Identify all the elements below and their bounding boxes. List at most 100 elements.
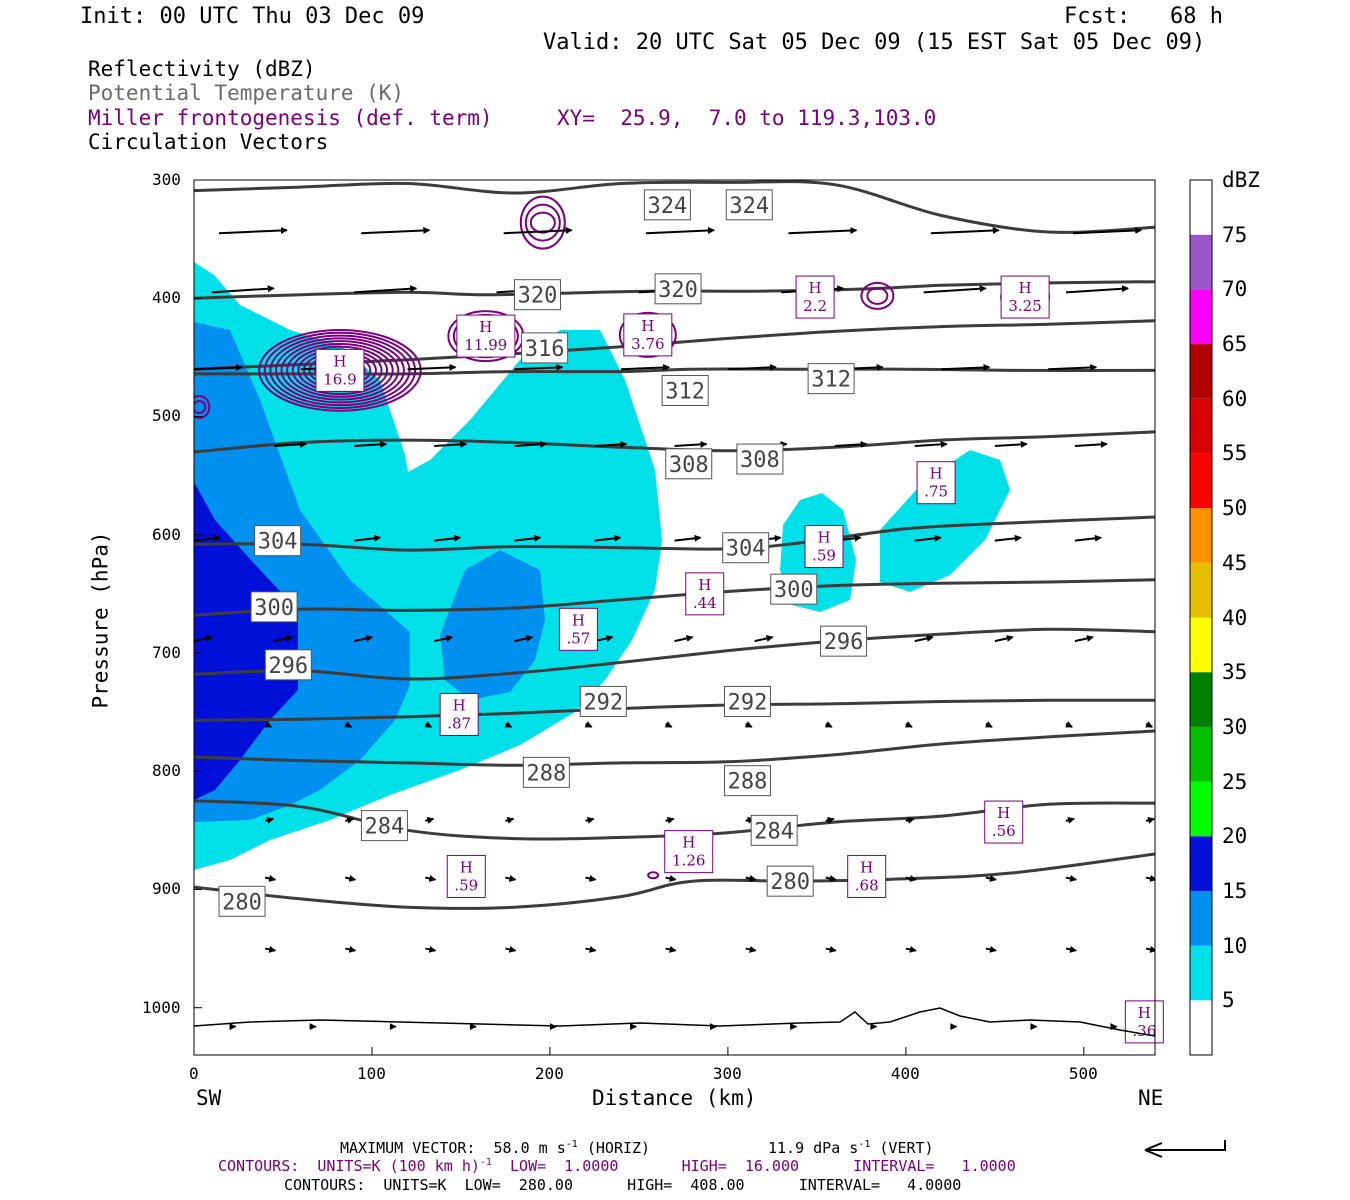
circulation-vector — [674, 440, 708, 448]
circulation-vector — [985, 875, 997, 882]
circulation-vector — [354, 534, 382, 542]
miller-high-value: 3.76 — [631, 335, 664, 353]
circulation-vector — [1074, 635, 1094, 643]
circulation-vector — [514, 440, 548, 448]
x-tick-label: 0 — [189, 1064, 199, 1083]
miller-high-box — [623, 313, 673, 357]
theta-contour-296 — [194, 627, 1155, 681]
circulation-vector — [194, 635, 213, 643]
y-tick-label: 500 — [152, 406, 181, 426]
circulation-vector — [425, 816, 435, 824]
circulation-vector — [194, 363, 243, 371]
colorbar-label: 40 — [1222, 605, 1248, 630]
circulation-vector — [788, 226, 858, 235]
miller-high-box — [558, 607, 598, 651]
circulation-vector — [1074, 440, 1108, 448]
y-tick-label: 600 — [152, 524, 181, 544]
circulation-vector — [744, 721, 753, 728]
max-vector-text: MAXIMUM VECTOR: 58.0 m s-1 (HORIZ) — [340, 1139, 651, 1157]
theta-label-288: 288 — [728, 770, 768, 795]
x-tick-label: 300 — [712, 1064, 742, 1083]
colorbar-label: 70 — [1222, 277, 1248, 302]
circulation-vector — [985, 721, 993, 728]
x-tick-label: 400 — [890, 1064, 920, 1083]
circulation-vector — [994, 440, 1028, 448]
theta-label-320: 320 — [518, 284, 558, 309]
theta-label-324: 324 — [729, 194, 769, 219]
y-tick-label: 900 — [152, 879, 181, 899]
theta-label-304: 304 — [258, 530, 298, 555]
theta-label-box — [264, 649, 312, 681]
circulation-vector — [425, 875, 437, 882]
circulation-vector — [825, 875, 837, 882]
theta-label-box — [665, 448, 713, 480]
miller-high-marker: H — [682, 834, 695, 852]
miller-high-value: 3.25 — [1008, 297, 1041, 315]
circulation-vector — [1074, 534, 1102, 542]
circulation-vector — [1065, 875, 1077, 882]
miller-high-box — [685, 572, 725, 616]
miller-high-box — [315, 348, 365, 392]
circulation-vector — [914, 534, 942, 542]
circulation-vector — [1065, 816, 1075, 824]
circulation-vector — [434, 635, 454, 643]
field-miller: Miller frontogenesis (def. term) — [88, 106, 493, 130]
colorbar-label: 5 — [1222, 988, 1235, 1013]
circulation-vector — [1065, 721, 1073, 728]
theta-label-308: 308 — [669, 453, 709, 478]
circulation-vector — [914, 635, 934, 643]
theta-label-box — [360, 810, 408, 842]
theta-label-box — [807, 363, 855, 395]
circulation-vector — [834, 440, 868, 448]
theta-label-box — [661, 374, 709, 406]
theta-label-300: 300 — [254, 596, 294, 621]
miller-contour — [529, 211, 556, 234]
theta-label-box — [218, 885, 266, 917]
theta-label-292: 292 — [728, 690, 768, 715]
circulation-vector — [1065, 285, 1130, 294]
circulation-vector — [514, 635, 534, 643]
colorbar-label: 15 — [1222, 878, 1248, 903]
field-reflectivity: Reflectivity (dBZ) — [88, 57, 316, 81]
colorbar-swatch — [1190, 453, 1212, 509]
miller-high-box — [984, 800, 1024, 844]
circulation-vector — [594, 534, 622, 542]
circulation-vector — [941, 363, 991, 371]
circulation-vector — [1145, 875, 1155, 882]
circulation-vector — [345, 816, 355, 824]
circulation-vector — [994, 635, 1014, 643]
theta-label-296: 296 — [268, 654, 308, 679]
circulation-vector — [674, 635, 694, 643]
circulation-vector — [665, 875, 677, 882]
miller-high-value: .68 — [855, 876, 879, 894]
max-vector-arrow — [1144, 1140, 1226, 1158]
theta-label-box — [723, 765, 771, 797]
miller-high-box — [804, 525, 844, 569]
theta-contour-288 — [194, 729, 1155, 767]
theta-label-box — [521, 332, 569, 364]
circulation-vector — [665, 945, 677, 953]
miller-contour — [519, 195, 566, 250]
forecast-hour: Fcst: 68 h — [1064, 4, 1223, 29]
theta-label-box — [250, 591, 298, 623]
miller-contour — [860, 281, 895, 310]
valid-time: Valid: 20 UTC Sat 05 Dec 09 (15 EST Sat … — [543, 30, 1206, 55]
circulation-vector — [585, 816, 595, 824]
circulation-vector — [727, 363, 777, 371]
circulation-vector — [645, 226, 716, 235]
reflectivity-10dbz-region-2 — [440, 550, 545, 700]
circulation-vector — [264, 816, 275, 824]
theta-label-304: 304 — [726, 537, 766, 562]
circulation-vector — [585, 945, 597, 953]
miller-high-box — [916, 461, 956, 505]
miller-high-marker: H — [460, 858, 473, 876]
x-tick-label: 100 — [356, 1064, 386, 1083]
miller-high-value: .59 — [812, 547, 836, 565]
circulation-vector — [218, 226, 288, 235]
circulation-vector — [407, 363, 457, 371]
circulation-vector — [745, 875, 757, 882]
circulation-vector — [754, 635, 774, 643]
circulation-vector — [505, 875, 517, 882]
miller-high-marker: H — [1019, 279, 1032, 297]
colorbar-swatch — [1190, 945, 1212, 1001]
